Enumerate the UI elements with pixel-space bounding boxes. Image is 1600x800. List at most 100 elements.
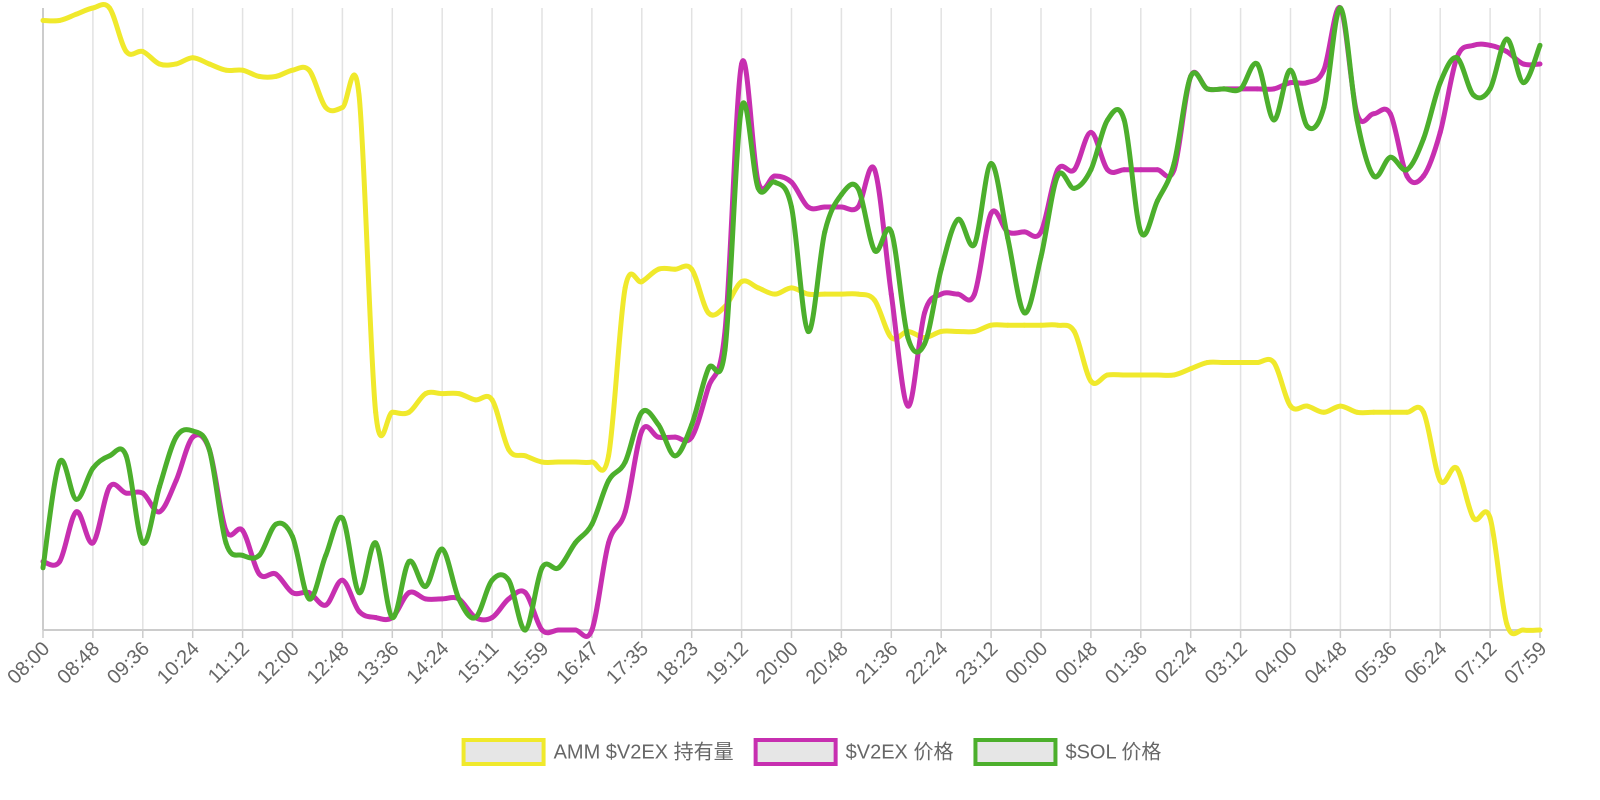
point: [339, 577, 345, 583]
point: [1371, 111, 1377, 117]
point: [1504, 36, 1510, 42]
point: [755, 285, 761, 291]
point: [872, 167, 878, 173]
point: [1271, 117, 1277, 123]
point: [323, 105, 329, 111]
x-tick-label: 00:48: [1051, 638, 1102, 689]
point: [1321, 67, 1327, 73]
x-tick-label: 04:48: [1301, 638, 1352, 689]
point: [1171, 372, 1177, 378]
x-tick-label: 12:00: [253, 638, 304, 689]
point: [423, 391, 429, 397]
point: [1520, 61, 1526, 67]
point: [256, 73, 262, 79]
point: [822, 204, 828, 210]
point: [107, 5, 113, 11]
point: [589, 459, 595, 465]
point: [1238, 86, 1244, 92]
point: [1121, 117, 1127, 123]
point: [1121, 167, 1127, 173]
point: [506, 596, 512, 602]
point: [971, 328, 977, 334]
point: [423, 583, 429, 589]
point: [672, 266, 678, 272]
point: [140, 490, 146, 496]
point: [639, 428, 645, 434]
point: [805, 204, 811, 210]
point: [689, 266, 695, 272]
point: [1038, 229, 1044, 235]
point: [57, 459, 63, 465]
point: [323, 602, 329, 608]
point: [339, 105, 345, 111]
point: [173, 434, 179, 440]
point: [1387, 154, 1393, 160]
point: [206, 447, 212, 453]
point: [556, 627, 562, 633]
legend-label: $V2EX 价格: [846, 740, 954, 763]
point: [123, 490, 129, 496]
point: [439, 596, 445, 602]
point: [339, 515, 345, 521]
point: [855, 291, 861, 297]
point: [306, 596, 312, 602]
point: [1537, 42, 1543, 48]
point: [905, 335, 911, 341]
point: [589, 627, 595, 633]
point: [1337, 5, 1343, 11]
x-tick-label: 01:36: [1101, 638, 1152, 689]
point: [389, 409, 395, 415]
point: [1321, 409, 1327, 415]
point: [472, 615, 478, 621]
point: [622, 459, 628, 465]
point: [290, 67, 295, 73]
point: [655, 422, 661, 428]
x-tick-label: 21:36: [852, 638, 903, 689]
point: [240, 527, 246, 533]
point: [1138, 167, 1144, 173]
point: [805, 291, 811, 297]
x-tick-label: 08:00: [3, 638, 54, 689]
x-tick-label: 17:35: [602, 638, 653, 689]
point: [1188, 366, 1194, 372]
point: [838, 291, 844, 297]
point: [988, 322, 994, 328]
point: [1337, 403, 1343, 409]
point: [373, 615, 379, 621]
point: [223, 67, 229, 73]
point: [606, 478, 612, 484]
point: [1071, 167, 1077, 173]
point: [73, 496, 79, 502]
point: [988, 161, 994, 166]
point: [1304, 123, 1310, 129]
point: [772, 179, 778, 185]
point: [1437, 129, 1443, 135]
point: [655, 434, 661, 440]
point: [439, 546, 445, 552]
point: [1221, 86, 1227, 92]
point: [789, 285, 794, 291]
point: [572, 540, 578, 546]
point: [256, 571, 262, 577]
x-tick-label: 23:12: [951, 638, 1002, 689]
point: [1487, 86, 1493, 92]
point: [1071, 328, 1077, 334]
point: [1088, 378, 1094, 384]
point: [522, 590, 528, 596]
point: [173, 478, 179, 484]
point: [1088, 167, 1094, 173]
point: [1487, 42, 1493, 48]
point: [789, 204, 794, 210]
point: [290, 534, 295, 540]
point: [606, 453, 612, 459]
x-tick-label: 02:24: [1151, 638, 1202, 689]
point: [190, 428, 196, 434]
point: [472, 397, 478, 403]
point: [1504, 621, 1510, 627]
point: [356, 92, 362, 98]
point: [855, 204, 861, 210]
point: [123, 453, 129, 459]
point: [988, 210, 994, 216]
point: [622, 285, 628, 291]
point: [1154, 372, 1160, 378]
